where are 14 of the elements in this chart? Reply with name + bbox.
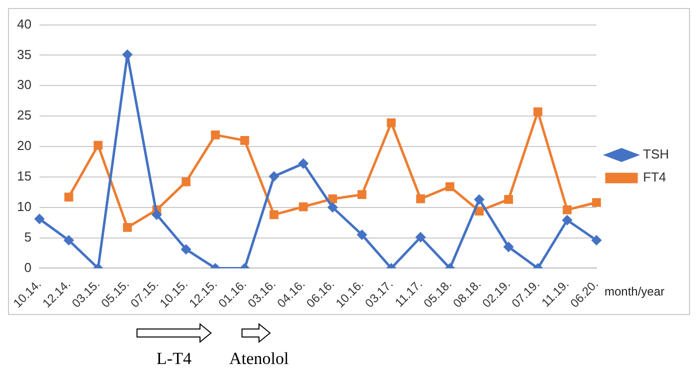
y-tick-label: 5 <box>24 229 32 244</box>
text: Atenolol <box>228 349 290 369</box>
y-tick-label: 35 <box>16 46 32 62</box>
legend-label: FT4 <box>643 170 666 185</box>
y-tick-label: 15 <box>16 168 32 184</box>
y-tick-label: 10 <box>16 198 32 214</box>
y-tick-label: 20 <box>16 138 32 154</box>
text: L-T4 <box>156 349 192 369</box>
legend-label: TSH <box>643 146 669 162</box>
y-tick-label: 40 <box>16 16 32 32</box>
y-tick-label: 0 <box>24 260 32 275</box>
y-tick-label: 30 <box>16 77 32 92</box>
y-tick-label: 25 <box>16 108 32 123</box>
x-axis-title: month/year <box>604 284 665 299</box>
